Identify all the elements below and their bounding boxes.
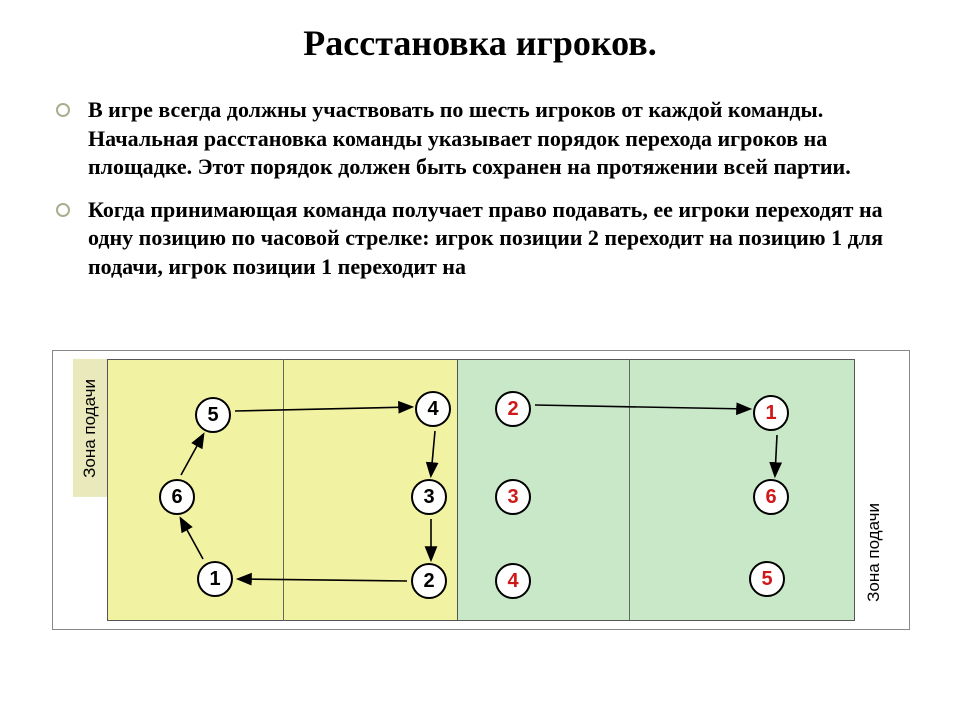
court-line [283,359,284,621]
slide-title: Расстановка игроков. [50,22,910,64]
player-node-3: 3 [411,479,447,515]
player-node-4: 4 [495,563,531,599]
player-node-6: 6 [753,479,789,515]
player-node-3: 3 [495,479,531,515]
court-diagram: Зона подачи Зона подачи 5 4 6 3 1 2 2 1 3 6 4 5 [52,350,910,630]
player-node-2: 2 [495,391,531,427]
player-node-5: 5 [195,397,231,433]
player-node-2: 2 [411,563,447,599]
player-node-1: 1 [197,561,233,597]
player-node-5: 5 [749,561,785,597]
court-line [629,359,630,621]
bullet-list: В игре всегда должны участвовать по шест… [68,96,910,282]
player-node-6: 6 [159,479,195,515]
player-node-1: 1 [753,395,789,431]
zone-left-label: Зона подачи [73,359,107,497]
zone-right-label: Зона подачи [857,483,891,621]
player-node-4: 4 [415,391,451,427]
bullet-item: Когда принимающая команда получает право… [68,196,910,282]
bullet-item: В игре всегда должны участвовать по шест… [68,96,910,182]
